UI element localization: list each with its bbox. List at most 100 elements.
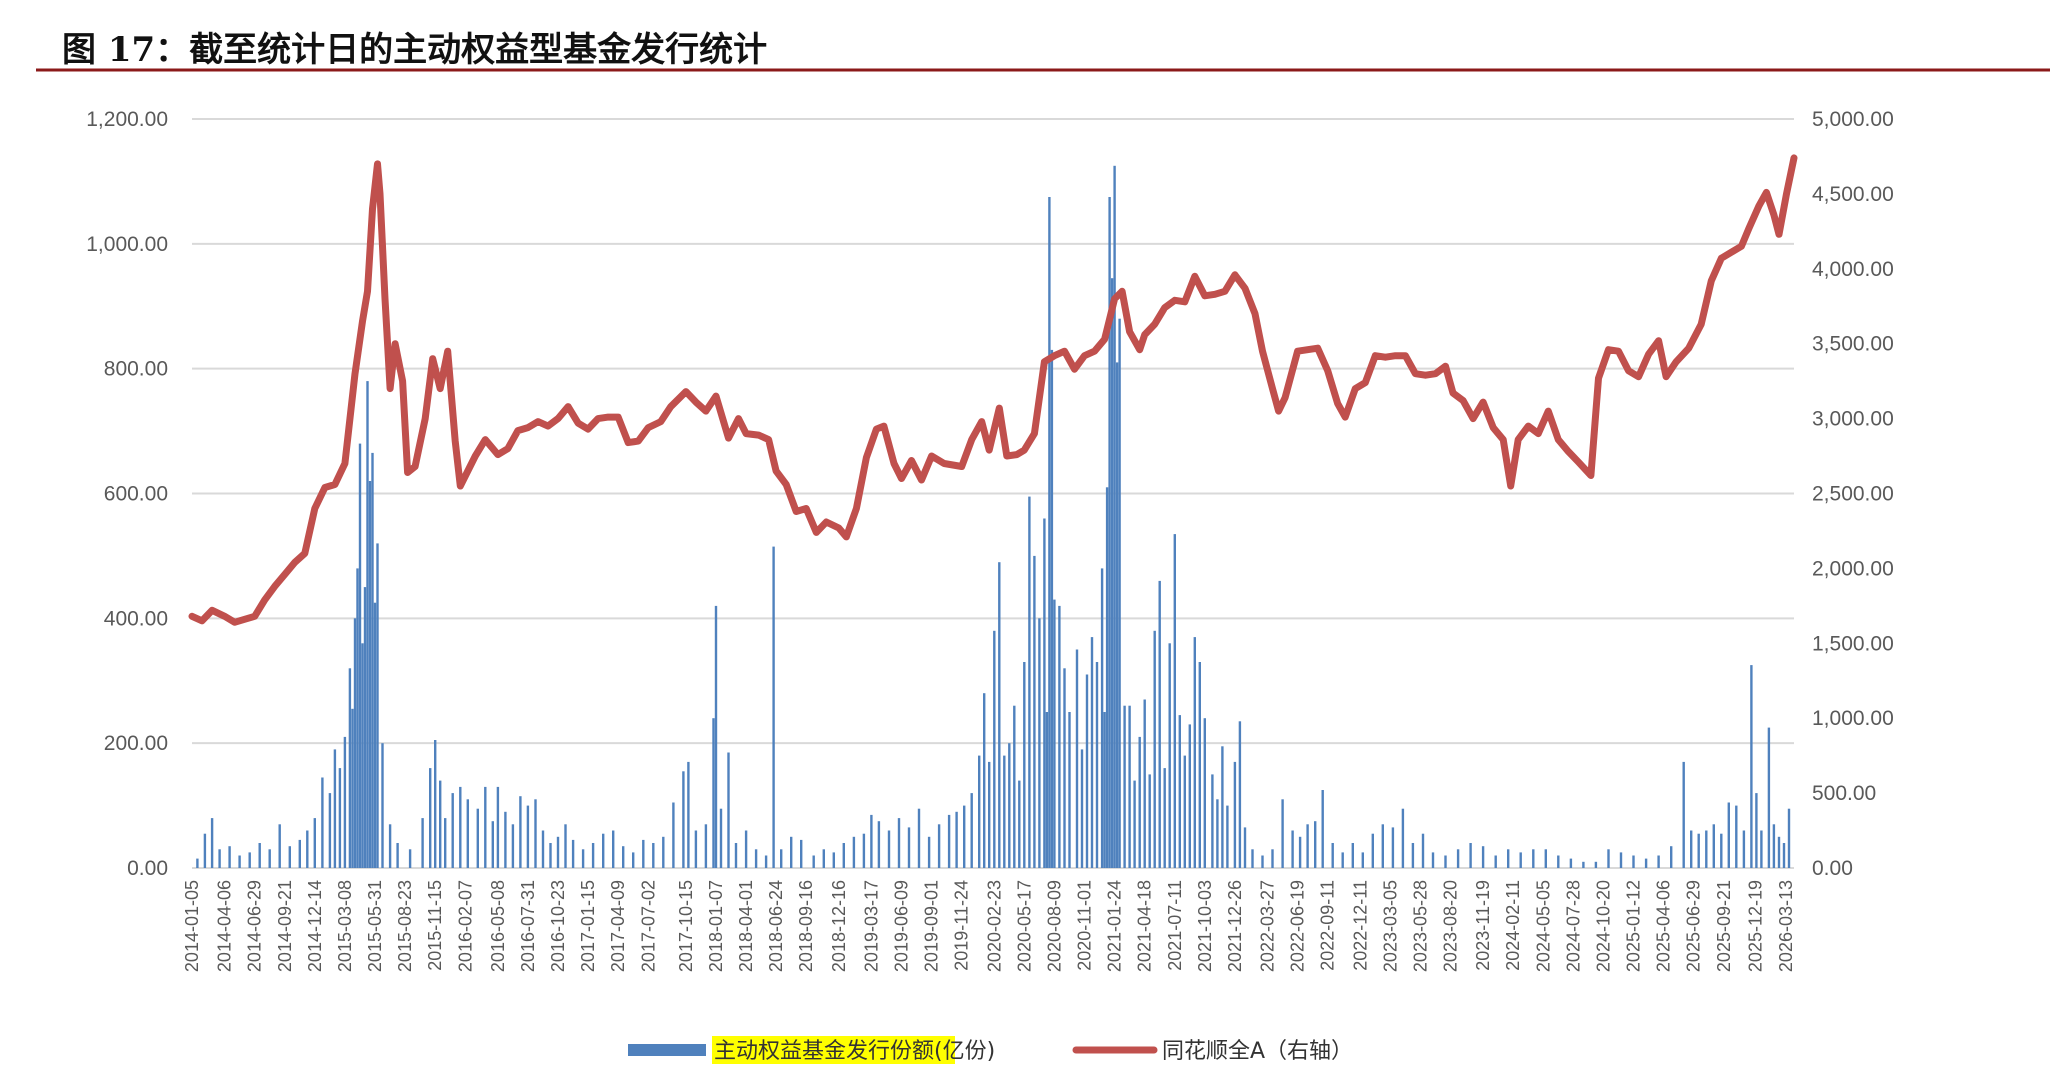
bar — [333, 749, 337, 868]
legend-bar-label: 主动权益基金发行份额(亿份) — [714, 1039, 995, 1064]
bar — [1644, 858, 1648, 868]
bar — [491, 821, 494, 868]
bar — [196, 858, 199, 868]
bar — [421, 818, 424, 868]
bar — [1110, 278, 1114, 868]
bar — [1038, 618, 1041, 868]
bar — [268, 849, 271, 868]
bar — [694, 830, 698, 868]
bar — [408, 849, 412, 868]
bar — [772, 546, 775, 868]
bar — [1619, 852, 1623, 868]
bar — [496, 786, 500, 868]
bar — [1532, 849, 1535, 868]
bar — [937, 824, 941, 868]
bar — [1028, 496, 1031, 868]
bar — [812, 855, 815, 868]
bar — [519, 796, 522, 868]
bar — [1138, 736, 1141, 868]
x-axis-tick-label: 2018-04-01 — [736, 880, 756, 972]
bar — [1058, 605, 1061, 868]
bar — [1519, 852, 1522, 868]
bar — [1281, 799, 1284, 868]
right-axis-tick-label: 0.00 — [1812, 857, 1853, 880]
bar — [842, 843, 845, 868]
bar — [556, 836, 560, 868]
bar — [278, 824, 281, 868]
left-axis-tick-label: 0.00 — [127, 857, 168, 880]
bar — [353, 618, 357, 868]
bar — [1118, 318, 1121, 868]
x-axis-tick-label: 2016-02-07 — [455, 880, 475, 972]
bar — [1321, 790, 1324, 868]
x-axis-tick-label: 2022-12-11 — [1350, 880, 1370, 971]
bar — [963, 805, 966, 868]
bar — [1712, 824, 1715, 868]
bar — [1148, 774, 1151, 868]
bar — [373, 602, 377, 868]
bar — [1085, 674, 1089, 868]
bar — [1582, 861, 1585, 868]
right-axis-tick-label: 1,500.00 — [1812, 632, 1894, 655]
bar — [459, 786, 462, 868]
bar — [1720, 833, 1723, 868]
bar — [1777, 836, 1781, 868]
bar — [321, 777, 324, 868]
bar — [1682, 761, 1685, 868]
bar — [526, 805, 530, 868]
bar — [228, 846, 231, 868]
bar — [238, 855, 241, 868]
bar — [622, 846, 625, 868]
bar — [1544, 849, 1547, 868]
bar — [734, 843, 738, 868]
x-axis-tick-label: 2017-01-15 — [578, 880, 598, 972]
bar — [356, 568, 359, 868]
bar — [1238, 721, 1242, 868]
x-axis-tick-label: 2019-03-17 — [861, 880, 881, 972]
bar — [444, 818, 447, 868]
bar — [1045, 712, 1049, 868]
x-axis-tick-label: 2021-12-26 — [1225, 880, 1245, 972]
bar — [1216, 799, 1219, 868]
x-axis-ticks: 2014-01-05 2014-04-06 2014-06-29 2014-09-21… — [182, 880, 1796, 972]
x-axis-tick-label: 2023-03-05 — [1380, 880, 1400, 972]
bar — [1271, 849, 1274, 868]
x-axis-tick-label: 2020-02-23 — [984, 880, 1004, 972]
bar — [1411, 843, 1415, 868]
x-axis-tick-label: 2017-10-15 — [676, 880, 696, 972]
bar — [363, 587, 367, 868]
legend-line-label: 同花顺全A（右轴） — [1162, 1039, 1353, 1064]
bar — [1351, 843, 1354, 868]
bar — [1670, 846, 1673, 868]
bar — [1456, 849, 1460, 868]
bar — [1090, 637, 1094, 868]
legend-bar-label-highlight — [712, 1036, 955, 1064]
bar — [682, 771, 685, 868]
bar — [1381, 824, 1384, 868]
bar — [351, 708, 354, 868]
bar — [1750, 665, 1753, 868]
bar — [564, 824, 567, 868]
left-axis-tick-label: 1,200.00 — [86, 108, 168, 131]
right-axis-ticks: 0.00 500.00 1,000.00 1,500.00 2,000.00 2,500.… — [1812, 108, 1894, 880]
bar — [348, 668, 352, 868]
x-axis-tick-label: 2024-02-11 — [1503, 880, 1523, 971]
bar — [1221, 746, 1224, 868]
x-axis-tick-label: 2022-03-27 — [1258, 880, 1278, 972]
bar — [1108, 197, 1111, 868]
bar — [1113, 165, 1116, 869]
x-axis-tick-label: 2025-09-21 — [1714, 880, 1734, 972]
x-axis-tick-label: 2022-06-19 — [1288, 880, 1308, 972]
bar — [1100, 568, 1104, 868]
x-axis-tick-label: 2023-08-20 — [1441, 880, 1461, 972]
bar — [1607, 849, 1610, 868]
x-axis-tick-label: 2018-09-16 — [796, 880, 816, 972]
bar — [1163, 768, 1166, 868]
bar — [1198, 662, 1201, 868]
x-axis-tick-label: 2020-11-01 — [1075, 880, 1095, 971]
x-axis-tick-label: 2024-07-28 — [1563, 880, 1583, 972]
chart-title: 图 17：截至统计日的主动权益型基金发行统计 — [62, 30, 768, 70]
bar — [1193, 637, 1196, 868]
bar — [338, 768, 342, 868]
bar — [1128, 705, 1131, 868]
